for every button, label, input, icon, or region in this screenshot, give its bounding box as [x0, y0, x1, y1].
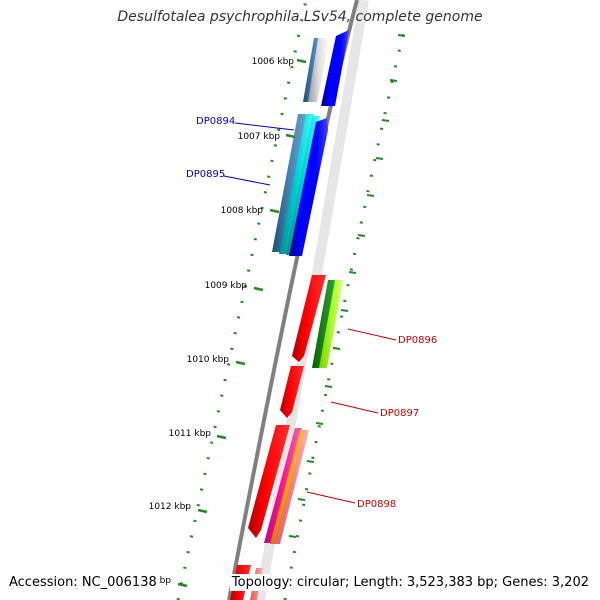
gene-label-dp0897[interactable]: DP0897: [380, 408, 419, 419]
gene-arrow[interactable]: [321, 30, 349, 106]
map-title: Desulfotalea psychrophila LSv54, complet…: [117, 9, 483, 25]
gene-block-dp0894-0895: [272, 114, 328, 256]
gene-label-dp0895[interactable]: DP0895: [186, 169, 225, 180]
gene-label-leader: [223, 175, 271, 186]
outer-tick-mark: [357, 234, 366, 237]
kbp-tick-mark: [296, 58, 307, 64]
gene-label-leader: [306, 491, 356, 504]
tick-label-1012: 1012 kbp: [149, 502, 192, 512]
outer-tick-mark: [381, 119, 390, 122]
kbp-tick-mark: [235, 360, 246, 366]
outer-tick-mark: [348, 271, 357, 274]
cog-bar: [279, 114, 314, 254]
outer-tick-mark: [366, 194, 375, 197]
gene-label-leader: [330, 401, 379, 414]
cog-bar: [312, 280, 336, 368]
gene-label-dp0894[interactable]: DP0894: [196, 116, 235, 127]
cog-bar: [274, 430, 309, 544]
outer-tick-marks: [288, 34, 406, 538]
gene-label-dp0898[interactable]: DP0898: [357, 499, 396, 510]
cog-bar: [264, 428, 302, 543]
gene-block-dp0896: [292, 275, 343, 368]
tick-label-1010: 1010 kbp: [187, 355, 230, 365]
gene-arrow[interactable]: [289, 118, 328, 256]
kbp-tick-mark: [197, 508, 208, 514]
label-leaders: [223, 122, 397, 504]
outer-tick-mark: [389, 79, 398, 82]
gene-label-leader: [234, 122, 295, 131]
gene-arrow[interactable]: [248, 425, 290, 538]
genome-summary-text: Topology: circular; Length: 3,523,383 bp…: [229, 574, 591, 591]
kbp-tick-mark: [216, 434, 227, 440]
outer-tick-mark: [397, 34, 406, 37]
kbp-tick-mark: [177, 582, 188, 588]
tick-label-1009: 1009 kbp: [205, 281, 248, 291]
gene-block-dp0897: [280, 366, 304, 418]
outer-tick-mark: [332, 347, 341, 350]
tick-marks: [177, 58, 307, 588]
outer-tick-mark: [288, 535, 297, 538]
outer-tick-mark: [315, 422, 324, 425]
kbp-tick-mark: [253, 286, 264, 292]
gene-label-leader: [347, 328, 397, 341]
outer-tick-mark: [306, 460, 315, 463]
cog-bar: [308, 38, 330, 102]
outer-tick-mark: [297, 498, 306, 501]
kbp-tick-mark: [285, 133, 296, 139]
outer-tick-mark: [375, 157, 384, 160]
tick-label-1011: 1011 kbp: [169, 429, 212, 439]
tick-label-1007: 1007 kbp: [238, 132, 281, 142]
gene-block-dp0898: [248, 425, 309, 544]
gene-block-top: [303, 30, 349, 106]
cog-bar: [272, 114, 307, 252]
gene-arrow[interactable]: [292, 275, 326, 362]
gene-arrow[interactable]: [280, 366, 304, 418]
outer-tick-mark: [324, 385, 333, 388]
tick-label-1006: 1006 kbp: [252, 57, 295, 67]
accession-text: Accession: NC_006138: [7, 574, 159, 591]
tick-label-1008: 1008 kbp: [221, 206, 264, 216]
cog-bar: [319, 280, 343, 368]
outer-tick-mark: [340, 309, 349, 312]
gene-label-dp0896[interactable]: DP0896: [398, 335, 437, 346]
kbp-tick-mark: [269, 208, 280, 214]
